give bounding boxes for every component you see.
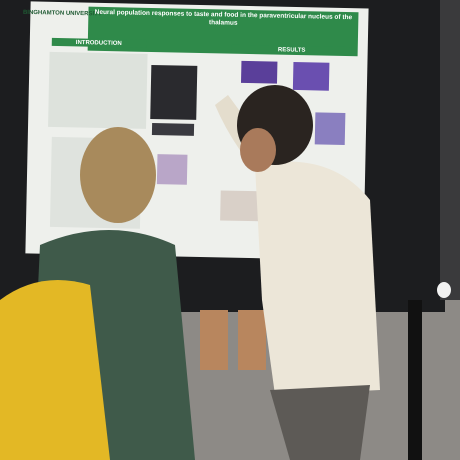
results-bar <box>231 44 352 56</box>
face <box>240 128 276 172</box>
logo: BINGHAMTON UNIVERSITY <box>23 10 102 18</box>
legs-behind <box>200 310 228 370</box>
woman <box>0 127 195 460</box>
board-edge <box>440 0 460 300</box>
legs-behind <box>238 310 266 370</box>
poster-header <box>87 6 359 57</box>
sweater <box>255 161 380 395</box>
cup <box>437 282 451 298</box>
figure <box>151 122 195 136</box>
figure <box>314 112 346 146</box>
figure <box>240 60 278 84</box>
man <box>200 85 380 460</box>
hair <box>80 127 156 223</box>
section-heading: RESULTS <box>278 47 306 54</box>
intro-bar <box>51 37 147 48</box>
text-block <box>48 51 148 129</box>
figure <box>292 61 330 91</box>
figure <box>150 64 198 120</box>
section-heading: INTRODUCTION <box>76 40 122 47</box>
board-leg <box>408 300 422 460</box>
figure <box>156 154 188 185</box>
backpack <box>0 280 110 460</box>
trousers <box>270 385 370 460</box>
